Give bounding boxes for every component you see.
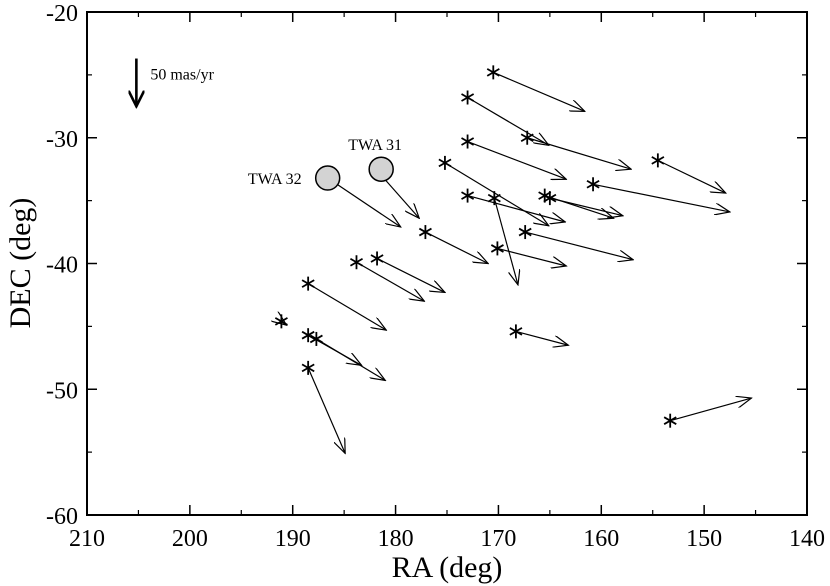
- x-axis-title: RA (deg): [392, 551, 503, 584]
- star-marker-stroke: [461, 93, 475, 102]
- proper-motion-arrow: [493, 71, 585, 111]
- proper-motion-arrow: [592, 183, 730, 212]
- labeled-source-marker: [314, 165, 341, 191]
- proper-motion-arrow: [376, 257, 445, 292]
- star-marker-stroke: [301, 330, 315, 340]
- star-marker-stroke: [301, 279, 315, 288]
- y-tick-label: -60: [46, 504, 78, 530]
- star-marker-stroke: [509, 327, 523, 336]
- star-marker: [301, 360, 315, 375]
- star-marker-stroke: [543, 193, 557, 203]
- star-marker-stroke: [418, 227, 432, 237]
- star-marker: [663, 413, 677, 428]
- star-markers: [274, 65, 677, 428]
- source-label: TWA 32: [248, 171, 302, 188]
- proper-motion-arrow: [515, 330, 568, 345]
- star-marker-stroke: [651, 156, 665, 165]
- proper-motion-arrow: [497, 247, 566, 266]
- x-tick-label: 150: [686, 526, 722, 552]
- star-marker: [461, 90, 475, 105]
- y-tick-label: -40: [46, 253, 78, 279]
- star-marker: [438, 155, 452, 170]
- star-marker: [543, 191, 557, 206]
- star-marker: [490, 241, 504, 256]
- star-marker: [301, 276, 315, 291]
- x-tick-label: 140: [789, 526, 825, 552]
- scale-label: 50 mas/yr: [150, 67, 214, 84]
- proper-motion-arrow: [657, 159, 726, 193]
- proper-motion-arrow: [527, 137, 631, 169]
- star-marker: [309, 331, 323, 346]
- axis-ticks: 210 200 190 180 170 160 150 140 -20 -30 -40 -50 -60: [46, 1, 825, 552]
- star-marker-stroke: [438, 158, 452, 168]
- star-marker: [370, 251, 384, 266]
- star-marker-stroke: [486, 68, 500, 77]
- star-marker-stroke: [490, 244, 504, 253]
- star-marker: [349, 255, 363, 270]
- star-marker: [418, 225, 432, 240]
- star-marker-stroke: [309, 334, 323, 344]
- star-marker: [274, 314, 288, 329]
- y-tick-label: -50: [46, 378, 78, 404]
- source-label: TWA 31: [348, 137, 402, 154]
- star-marker-stroke: [487, 193, 501, 203]
- proper-motion-arrow: [467, 195, 566, 222]
- proper-motion-arrow: [467, 96, 549, 146]
- star-marker-stroke: [586, 179, 600, 189]
- proper-motion-arrow: [525, 231, 633, 260]
- star-marker: [586, 177, 600, 192]
- star-marker: [651, 153, 665, 168]
- proper-motion-arrow: [670, 398, 751, 422]
- proper-motion-arrow: [327, 177, 401, 227]
- x-tick-label: 170: [480, 526, 516, 552]
- star-marker: [520, 130, 534, 145]
- proper-motion-arrow: [316, 338, 385, 380]
- star-marker-stroke: [518, 227, 532, 237]
- star-marker: [461, 188, 475, 203]
- proper-motion-arrow: [444, 162, 549, 226]
- star-marker: [518, 225, 532, 240]
- plot-frame: [86, 11, 808, 516]
- proper-motion-arrow: [356, 261, 424, 301]
- star-marker-stroke: [461, 137, 475, 146]
- y-axis-title: DEC (deg): [4, 198, 37, 329]
- x-tick-label: 210: [69, 526, 105, 552]
- y-tick-label: -30: [46, 127, 78, 153]
- proper-motion-arrow: [307, 283, 386, 331]
- proper-motion-vectors: [281, 71, 751, 454]
- star-marker: [509, 324, 523, 339]
- proper-motion-arrow: [467, 140, 567, 180]
- x-tick-label: 200: [172, 526, 208, 552]
- star-marker: [461, 134, 475, 149]
- proper-motion-arrow: [307, 367, 345, 454]
- x-tick-label: 180: [378, 526, 414, 552]
- star-marker-stroke: [349, 257, 363, 267]
- x-tick-label: 160: [583, 526, 619, 552]
- star-marker-stroke: [461, 191, 475, 200]
- labeled-source-marker: [368, 156, 394, 182]
- scale-legend: 50 mas/yr: [136, 58, 215, 107]
- star-marker: [486, 65, 500, 80]
- star-marker-stroke: [274, 317, 288, 326]
- y-tick-label: -20: [46, 1, 78, 27]
- proper-motion-arrow: [493, 197, 518, 285]
- star-marker: [487, 191, 501, 206]
- star-marker-stroke: [520, 133, 534, 143]
- proper-motion-arrow: [549, 197, 623, 216]
- star-marker: [301, 328, 315, 343]
- star-marker-stroke: [301, 363, 315, 373]
- source-labels: TWA 32 TWA 31: [248, 137, 402, 188]
- star-marker-stroke: [370, 254, 384, 263]
- x-tick-label: 190: [275, 526, 311, 552]
- proper-motion-arrow: [425, 231, 488, 263]
- star-marker-stroke: [663, 416, 677, 425]
